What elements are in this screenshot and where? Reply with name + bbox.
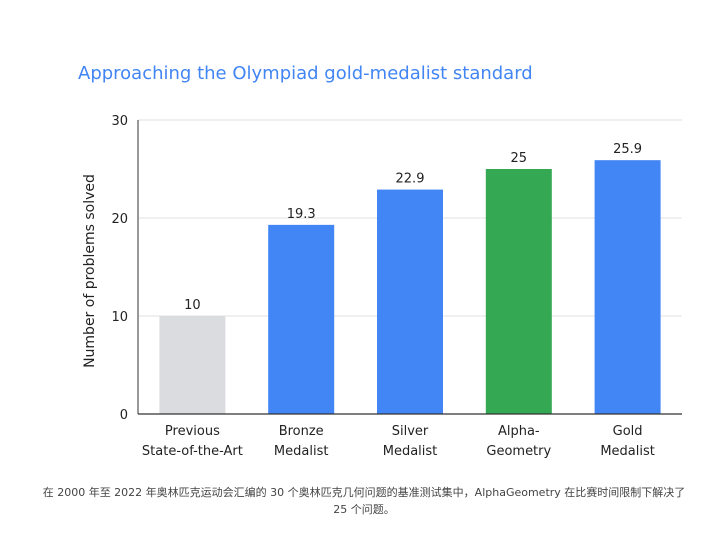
y-tick-label-0: 0 [120, 408, 128, 423]
bar-value-label-2: 19.3 [287, 207, 316, 222]
x-tick-label-1-line-2: State-of-the-Art [142, 444, 243, 459]
y-tick-label-10: 10 [111, 310, 128, 325]
bar-3 [377, 189, 443, 414]
x-tick-label-5-line-1: Gold [613, 424, 643, 439]
bar-5 [594, 160, 661, 414]
x-tick-label-2-line-1: Bronze [279, 424, 324, 439]
chart-container: Approaching the Olympiad gold-medalist s… [78, 63, 682, 459]
y-tick-label-20: 20 [111, 212, 128, 227]
x-tick-label-1-line-1: Previous [165, 424, 220, 439]
chart-caption: 在 2000 年至 2022 年奥林匹克运动会汇编的 30 个奥林匹克几何问题的… [42, 486, 686, 516]
bar-value-label-4: 25 [511, 151, 528, 166]
bar-value-label-5: 25.9 [613, 142, 642, 157]
x-tick-label-3-line-1: Silver [392, 424, 429, 439]
bar-chart: Approaching the Olympiad gold-medalist s… [78, 63, 682, 459]
x-tick-label-2-line-2: Medalist [274, 444, 329, 459]
x-tick-label-5-line-2: Medalist [600, 444, 655, 459]
bar-1 [159, 316, 226, 414]
bar-value-label-1: 10 [184, 298, 201, 313]
x-tick-label-4-line-1: Alpha- [498, 424, 540, 439]
x-tick-label-3-line-2: Medalist [383, 444, 438, 459]
chart-title: Approaching the Olympiad gold-medalist s… [78, 63, 533, 84]
y-tick-label-30: 30 [111, 114, 128, 129]
x-tick-label-4-line-2: Geometry [486, 444, 551, 459]
bar-4 [485, 169, 552, 414]
bar-value-label-3: 22.9 [396, 172, 425, 187]
bar-2 [268, 224, 335, 414]
y-axis-title: Number of problems solved [82, 174, 98, 368]
